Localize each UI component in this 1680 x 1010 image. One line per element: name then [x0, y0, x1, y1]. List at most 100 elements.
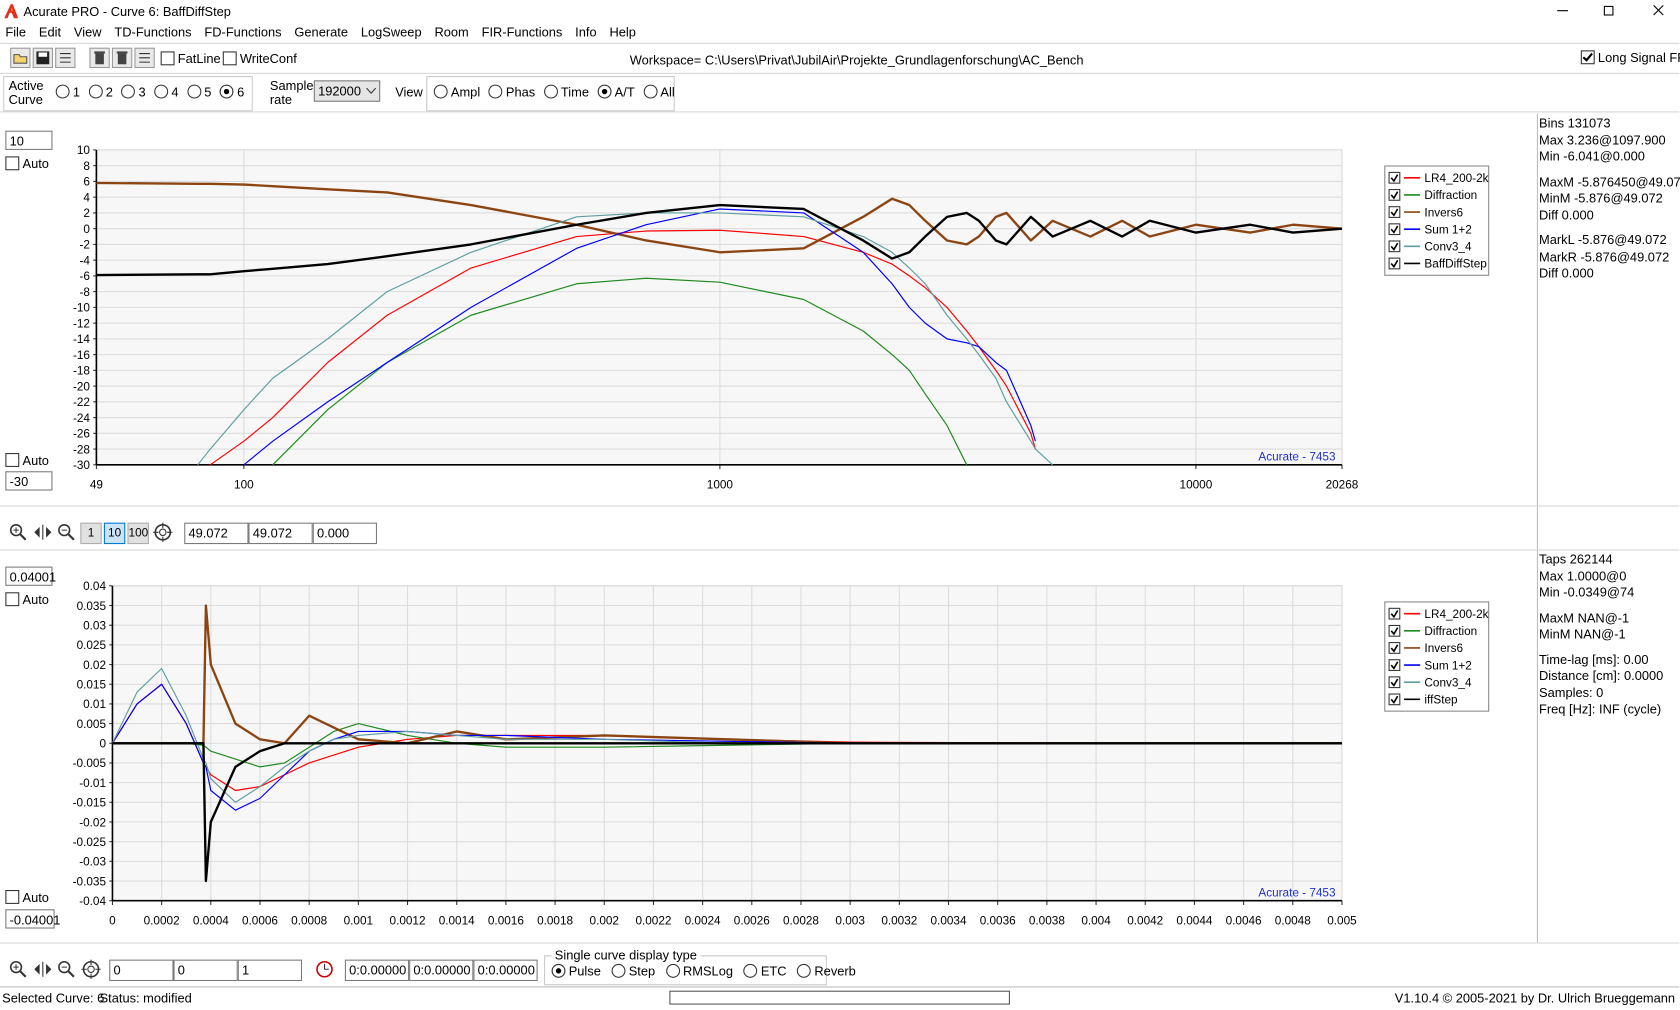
- window-controls[interactable]: [1542, 0, 1679, 21]
- radio-dot[interactable]: [597, 84, 612, 99]
- target-button[interactable]: [152, 522, 173, 543]
- curve-radio[interactable]: 5: [187, 84, 211, 100]
- auto-checkbox[interactable]: Auto: [5, 453, 49, 468]
- radio-dot[interactable]: [543, 84, 558, 99]
- legend-label: Invers6: [1424, 642, 1463, 655]
- menu-item[interactable]: FD-Functions: [204, 24, 282, 40]
- zoomout-button[interactable]: [56, 959, 77, 980]
- ymin-field[interactable]: -0.04001: [5, 909, 60, 929]
- marker-field[interactable]: 49.072: [184, 522, 249, 545]
- menu-item[interactable]: Room: [434, 24, 469, 40]
- x-tick-label: 0.0004: [193, 914, 229, 927]
- radio-dot[interactable]: [55, 84, 70, 99]
- scale-button[interactable]: 100: [127, 522, 149, 545]
- close[interactable]: [1653, 4, 1664, 16]
- auto-checkbox[interactable]: Auto: [5, 156, 49, 171]
- radio-dot[interactable]: [220, 84, 234, 99]
- folder-button[interactable]: [10, 47, 31, 69]
- scale-button[interactable]: 10: [103, 522, 126, 545]
- curve-radio[interactable]: 1: [55, 84, 80, 100]
- time-field[interactable]: 0:0.00000: [409, 959, 474, 982]
- radio-dot[interactable]: [88, 84, 103, 99]
- display-radio[interactable]: RMSLog: [665, 963, 733, 979]
- display-radio[interactable]: ETC: [743, 963, 787, 979]
- progress-bar: [669, 990, 1010, 1005]
- maximize[interactable]: [1603, 5, 1614, 16]
- menu-item[interactable]: TD-Functions: [114, 24, 192, 40]
- radio-dot[interactable]: [643, 84, 658, 99]
- marker-field[interactable]: 49.072: [248, 522, 313, 545]
- auto-checkbox[interactable]: Auto: [5, 592, 49, 607]
- zoomout-button[interactable]: [56, 522, 77, 543]
- radio-dot[interactable]: [551, 963, 566, 978]
- radio-dot[interactable]: [797, 963, 812, 978]
- curve-radio[interactable]: 4: [154, 84, 179, 100]
- dropdown-arrow: [366, 87, 376, 94]
- range-field[interactable]: 0: [173, 959, 238, 982]
- save-button[interactable]: [32, 47, 54, 69]
- time-field[interactable]: 0:0.00000: [344, 959, 410, 982]
- y-tick-label: 0.035: [77, 600, 107, 613]
- curve-radio[interactable]: 2: [88, 84, 113, 100]
- radio-dot[interactable]: [743, 963, 758, 978]
- legend-checkbox: [1388, 624, 1401, 637]
- display-radio[interactable]: Pulse: [551, 963, 601, 979]
- menu-item[interactable]: File: [5, 24, 27, 40]
- menu-item[interactable]: LogSweep: [360, 24, 422, 40]
- ymax-field[interactable]: 0.04001: [5, 566, 56, 586]
- menu-item[interactable]: Help: [609, 24, 636, 40]
- radio-dot[interactable]: [187, 84, 202, 99]
- radio-dot[interactable]: [665, 963, 680, 978]
- radio-dot[interactable]: [611, 963, 626, 978]
- y-tick-label: 0.03: [83, 619, 106, 632]
- trash-button[interactable]: [111, 47, 133, 69]
- view-radio[interactable]: Ampl: [433, 84, 480, 100]
- fit-button[interactable]: [32, 959, 53, 980]
- range-field[interactable]: 0: [109, 959, 174, 982]
- radio-dot[interactable]: [433, 84, 448, 99]
- ymax-field[interactable]: 10: [5, 130, 53, 150]
- radio-dot[interactable]: [154, 84, 169, 99]
- menu-item[interactable]: View: [73, 24, 102, 40]
- writeconf-checkbox[interactable]: WriteConf: [222, 51, 297, 66]
- workspace-path: Workspace= C:\Users\Privat\JubilAir\Proj…: [629, 52, 1084, 68]
- list-button[interactable]: [134, 47, 155, 69]
- marker-field[interactable]: 0.000: [312, 522, 377, 545]
- zoomin-button[interactable]: [7, 522, 28, 543]
- y-tick-label: 10: [77, 144, 91, 157]
- auto-checkbox[interactable]: Auto: [5, 890, 49, 905]
- zoomin-button[interactable]: [7, 959, 28, 980]
- menu-item[interactable]: Generate: [294, 24, 349, 40]
- scale-button[interactable]: 1: [80, 522, 102, 545]
- x-tick-label: 1000: [707, 478, 734, 491]
- radio-dot[interactable]: [488, 84, 503, 99]
- trash-button[interactable]: [89, 47, 110, 69]
- radio-dot[interactable]: [121, 84, 136, 99]
- list-button[interactable]: [55, 47, 76, 69]
- range-field[interactable]: 1: [237, 959, 303, 982]
- menu-item[interactable]: FIR-Functions: [481, 24, 563, 40]
- menu-item[interactable]: Info: [575, 24, 597, 40]
- legend-label: Sum 1+2: [1424, 223, 1471, 236]
- display-radio[interactable]: Step: [611, 963, 655, 979]
- curve-radio[interactable]: 3: [121, 84, 146, 100]
- long-fft-checkbox[interactable]: Long Signal FFT: [1580, 50, 1680, 65]
- ymin-field[interactable]: -30: [5, 471, 53, 491]
- display-radio[interactable]: Reverb: [797, 963, 856, 979]
- time-field[interactable]: 0:0.00000: [473, 959, 538, 982]
- curve-radio[interactable]: 6: [220, 84, 244, 100]
- sample-rate-select[interactable]: 192000: [313, 80, 381, 102]
- info-line: Samples: 0: [1539, 684, 1604, 700]
- clock-button[interactable]: [314, 959, 335, 980]
- view-radio[interactable]: All: [643, 84, 675, 100]
- fit-button[interactable]: [32, 522, 53, 543]
- annotation: Acurate - 7453: [1258, 451, 1336, 464]
- view-radio[interactable]: Phas: [488, 84, 535, 100]
- fatline-checkbox[interactable]: FatLine: [160, 51, 221, 66]
- target-button[interactable]: [80, 959, 101, 980]
- menu-item[interactable]: Edit: [38, 24, 62, 40]
- view-radio[interactable]: Time: [543, 84, 589, 100]
- info-line: MaxM NAN@-1: [1539, 609, 1630, 625]
- view-radio[interactable]: A/T: [597, 84, 635, 100]
- y-tick-label: -14: [73, 333, 90, 346]
